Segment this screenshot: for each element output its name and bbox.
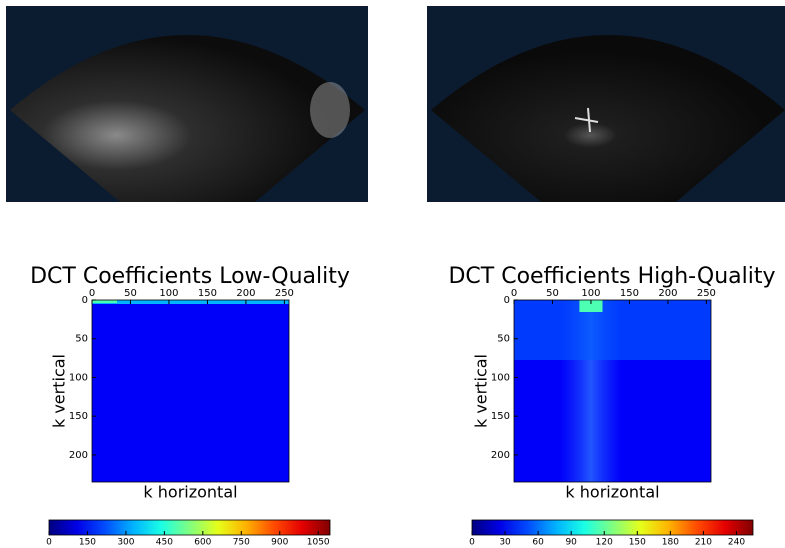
- y-tick-label: 0: [82, 295, 88, 306]
- y-tick-label: 150: [491, 411, 510, 422]
- colorbar-tick-label: 750: [233, 538, 250, 548]
- x-tick-label: 250: [275, 288, 294, 299]
- y-tick-label: 50: [75, 334, 88, 345]
- plot-frame: [91, 299, 290, 483]
- colorbar-tick-label: 150: [629, 538, 646, 548]
- colorbar-tick-label: 0: [46, 538, 52, 548]
- ultrasound-fan: [10, 35, 365, 202]
- colorbar-tick-label: 60: [532, 538, 544, 548]
- y-axis-label: k vertical: [472, 354, 491, 428]
- colorbar-tick-label: 1050: [307, 538, 330, 548]
- colorbar-tick-label: 300: [117, 538, 134, 548]
- chart-title: DCT Coefficients High-Quality: [448, 264, 775, 289]
- colorbar-tick-label: 0: [469, 538, 475, 548]
- ultrasound-fan: [431, 35, 785, 202]
- x-tick-label: 0: [511, 288, 517, 299]
- echo: [574, 107, 599, 133]
- y-axis-label: k vertical: [50, 354, 69, 428]
- heatmap-edge: [579, 300, 603, 312]
- y-tick-label: 50: [497, 334, 510, 345]
- colorbar-tick-label: 600: [194, 538, 211, 548]
- y-tick-label: 150: [69, 411, 88, 422]
- y-tick-label: 100: [69, 372, 88, 383]
- y-tick-label: 200: [69, 450, 88, 461]
- colorbar: [48, 519, 331, 536]
- x-tick-label: 100: [581, 288, 600, 299]
- y-tick-label: 100: [491, 372, 510, 383]
- x-axis-label: k horizontal: [565, 483, 659, 502]
- chart-title: DCT Coefficients Low-Quality: [30, 264, 350, 289]
- heatmap: [92, 300, 289, 482]
- heatmap-edge: [92, 300, 117, 303]
- colorbar-tick-label: 180: [662, 538, 679, 548]
- colorbar-tick-label: 450: [156, 538, 173, 548]
- colorbar-tick-label: 150: [79, 538, 96, 548]
- x-tick-label: 150: [198, 288, 217, 299]
- x-tick-label: 150: [620, 288, 639, 299]
- colorbar-tick-label: 210: [695, 538, 712, 548]
- x-tick-label: 50: [124, 288, 137, 299]
- y-tick-label: 200: [491, 450, 510, 461]
- x-tick-label: 0: [89, 288, 95, 299]
- x-axis-label: k horizontal: [143, 483, 237, 502]
- y-tick-label: 0: [504, 295, 510, 306]
- x-tick-label: 50: [546, 288, 559, 299]
- x-tick-label: 200: [236, 288, 255, 299]
- x-tick-label: 100: [159, 288, 178, 299]
- echo: [310, 82, 350, 138]
- heatmap-edge: [92, 300, 289, 304]
- x-tick-label: 250: [697, 288, 716, 299]
- colorbar-tick-label: 900: [271, 538, 288, 548]
- colorbar-tick-label: 240: [728, 538, 745, 548]
- plot-frame: [513, 299, 712, 483]
- colorbar: [471, 519, 754, 536]
- colorbar-tick-label: 120: [596, 538, 613, 548]
- heatmap-band: [514, 300, 711, 360]
- colorbar-tick-label: 90: [565, 538, 577, 548]
- colorbar-tick-label: 30: [499, 538, 511, 548]
- x-tick-label: 200: [658, 288, 677, 299]
